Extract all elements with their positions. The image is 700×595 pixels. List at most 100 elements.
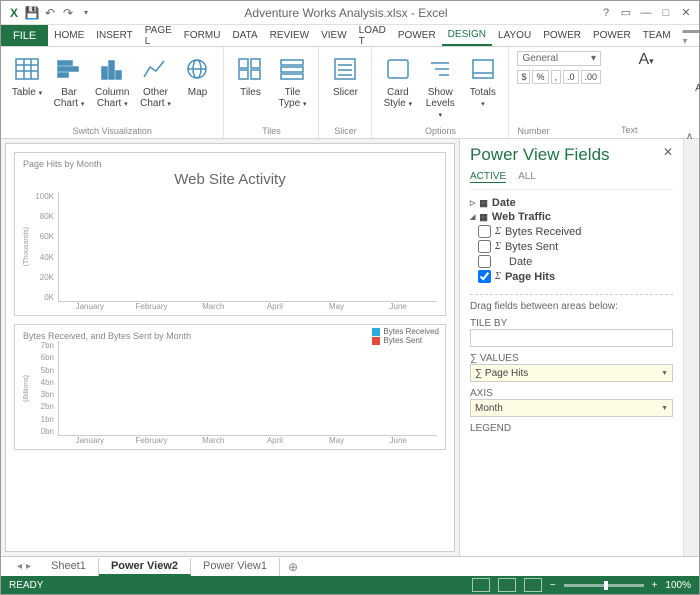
tile-type-button[interactable]: TileType ▾ <box>272 51 312 111</box>
view-break-icon[interactable] <box>524 578 542 592</box>
fields-scrollbar[interactable] <box>683 139 699 556</box>
menu-formu[interactable]: FORMU <box>178 25 227 46</box>
card-style-icon <box>382 53 414 85</box>
number-format-combo[interactable]: General ▾ <box>517 51 601 66</box>
fields-tab-all[interactable]: ALL <box>518 171 536 183</box>
map-icon <box>181 53 213 85</box>
inc-dec-icon[interactable]: .0 <box>563 70 579 84</box>
menu-layou[interactable]: LAYOU <box>492 25 537 46</box>
maximize-icon[interactable]: □ <box>657 5 675 21</box>
chart2-ylabel: (Billions) <box>23 375 30 402</box>
font-size-icon[interactable]: A▾ <box>621 51 671 69</box>
close-icon[interactable]: ✕ <box>677 5 695 21</box>
menu-power[interactable]: POWER <box>537 25 587 46</box>
qa-customize-icon[interactable]: ▾ <box>77 4 95 22</box>
view-normal-icon[interactable] <box>472 578 490 592</box>
other-chart-button[interactable]: OtherChart ▾ <box>135 51 175 111</box>
other-chart-icon <box>139 53 171 85</box>
sheet-nav-prev-icon[interactable]: ◂ <box>17 561 22 572</box>
field-group-web-traffic[interactable]: ◢ ▦ Web Traffic <box>470 210 673 224</box>
tileby-drop[interactable] <box>470 329 673 347</box>
legend-bytes-received: Bytes Received <box>372 327 439 336</box>
tile-type-label: TileType ▾ <box>278 87 306 109</box>
file-tab[interactable]: FILE <box>1 25 48 46</box>
axis-drop[interactable]: Month▼ <box>470 399 673 417</box>
save-icon[interactable]: 💾 <box>23 4 41 22</box>
bar-chart-icon <box>53 53 85 85</box>
status-ready: READY <box>9 580 43 591</box>
field-date[interactable]: Date <box>470 254 673 269</box>
menu-power[interactable]: POWER <box>392 25 442 46</box>
currency-icon[interactable]: $ <box>517 70 530 84</box>
map-button[interactable]: Map <box>177 51 217 100</box>
dec-dec-icon[interactable]: .00 <box>581 70 602 84</box>
show-levels-label: ShowLevels ▾ <box>423 87 457 120</box>
close-pane-icon[interactable]: ✕ <box>663 145 673 159</box>
field-bytes-received[interactable]: ΣBytes Received <box>470 224 673 239</box>
menu-home[interactable]: HOME <box>48 25 90 46</box>
field-group-date[interactable]: ▷ ▦ Date <box>470 196 673 210</box>
menu-data[interactable]: DATA <box>226 25 263 46</box>
sheet-tab-power-view1[interactable]: Power View1 <box>191 558 280 576</box>
card-style-button[interactable]: CardStyle ▾ <box>378 51 417 111</box>
totals-label: Totals ▾ <box>467 87 498 109</box>
field-bytes-sent[interactable]: ΣBytes Sent <box>470 239 673 254</box>
menu-team[interactable]: TEAM <box>637 25 677 46</box>
sheet-tab-power-view2[interactable]: Power View2 <box>99 558 191 576</box>
percent-icon[interactable]: % <box>532 70 548 84</box>
fields-tab-active[interactable]: ACTIVE <box>470 171 506 183</box>
comma-icon[interactable]: , <box>551 70 562 84</box>
bar-chart-label: BarChart ▾ <box>54 87 85 109</box>
table-label: Table ▾ <box>12 87 42 98</box>
tile-type-icon <box>276 53 308 85</box>
menu-design[interactable]: DESIGN <box>442 25 492 46</box>
ribbon-group-slicer: Slicer <box>334 126 357 136</box>
user-account[interactable]: ▬▬ ▾ <box>677 25 700 46</box>
totals-button[interactable]: Totals ▾ <box>463 51 502 111</box>
menu-view[interactable]: VIEW <box>315 25 353 46</box>
window-title: Adventure Works Analysis.xlsx - Excel <box>95 6 597 20</box>
slicer-button[interactable]: Slicer <box>325 51 365 100</box>
menu-review[interactable]: REVIEW <box>264 25 315 46</box>
card-style-label: CardStyle ▾ <box>384 87 413 109</box>
help-icon[interactable]: ? <box>597 5 615 21</box>
number-group-label: Number <box>517 126 601 136</box>
undo-icon[interactable]: ↶ <box>41 4 59 22</box>
redo-icon[interactable]: ↷ <box>59 4 77 22</box>
values-drop[interactable]: ∑ Page Hits▼ <box>470 364 673 382</box>
fields-title: Power View Fields <box>470 145 673 165</box>
add-sheet-icon[interactable]: ⊕ <box>280 560 306 574</box>
field-page-hits[interactable]: ΣPage Hits <box>470 269 673 284</box>
chart1-ylabel: (Thousands) <box>23 227 30 266</box>
legend-label: LEGEND <box>470 423 673 434</box>
table-button[interactable]: Table ▾ <box>7 51 47 100</box>
bar-chart-button[interactable]: BarChart ▾ <box>49 51 89 111</box>
zoom-in-icon[interactable]: + <box>652 580 658 591</box>
sheet-nav-next-icon[interactable]: ▸ <box>26 561 31 572</box>
ribbon-display-icon[interactable]: ▭ <box>617 5 635 21</box>
chart-page-hits[interactable]: Page Hits by Month Web Site Activity (Th… <box>14 152 446 316</box>
zoom-out-icon[interactable]: − <box>550 580 556 591</box>
menu-insert[interactable]: INSERT <box>90 25 139 46</box>
zoom-slider[interactable] <box>564 584 644 587</box>
ribbon-group-options: Options <box>425 126 456 136</box>
column-chart-button[interactable]: ColumnChart ▾ <box>91 51 133 111</box>
menu-power[interactable]: POWER <box>587 25 637 46</box>
chart1-subtitle: Page Hits by Month <box>23 159 437 169</box>
menu-page l[interactable]: PAGE L <box>139 25 178 46</box>
tiles-button[interactable]: Tiles <box>230 51 270 100</box>
view-layout-icon[interactable] <box>498 578 516 592</box>
power-view-canvas[interactable]: Page Hits by Month Web Site Activity (Th… <box>5 143 455 552</box>
axis-label: AXIS <box>470 388 673 399</box>
text-group-label: Text <box>621 125 671 135</box>
chart-bytes[interactable]: Bytes Received, and Bytes Sent by Month … <box>14 324 446 450</box>
slicer-icon <box>329 53 361 85</box>
power-view-fields-pane: ✕ Power View Fields ACTIVE ALL ▷ ▦ Date◢… <box>459 139 683 556</box>
show-levels-button[interactable]: ShowLevels ▾ <box>419 51 461 122</box>
table-icon <box>11 53 43 85</box>
menu-load t[interactable]: LOAD T <box>353 25 392 46</box>
tiles-icon <box>234 53 266 85</box>
totals-icon <box>467 53 499 85</box>
sheet-tab-sheet1[interactable]: Sheet1 <box>39 558 99 576</box>
minimize-icon[interactable]: — <box>637 5 655 21</box>
